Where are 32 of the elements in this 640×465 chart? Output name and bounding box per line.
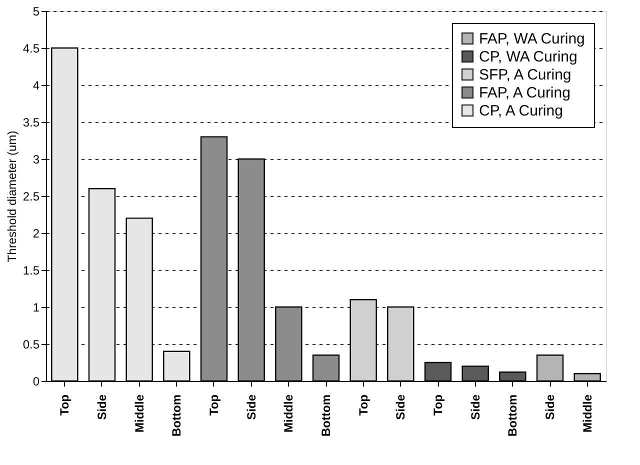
legend-label: CP, A Curing bbox=[479, 102, 563, 120]
x-tick-label: Side bbox=[95, 394, 109, 420]
x-tick-label: Top bbox=[431, 394, 445, 416]
y-tick-label: 0.5 bbox=[22, 338, 40, 352]
x-tick-label: Side bbox=[394, 394, 408, 420]
y-tick-label: 3.5 bbox=[22, 116, 40, 130]
y-tick-label: 3 bbox=[32, 152, 40, 166]
x-tick-label: Bottom bbox=[506, 394, 520, 436]
x-tick-label: Side bbox=[468, 394, 482, 420]
x-tick-label: Middle bbox=[282, 394, 296, 432]
legend-label: CP, WA Curing bbox=[479, 48, 578, 66]
x-tick-label: Middle bbox=[580, 394, 594, 432]
y-tick-label: 4 bbox=[32, 78, 40, 92]
y-tick-label: 1.5 bbox=[22, 264, 40, 278]
y-tick-label: 0 bbox=[32, 374, 40, 388]
x-tick-label: Top bbox=[207, 394, 221, 416]
x-tick-label: Bottom bbox=[170, 394, 184, 436]
x-tick-label: Top bbox=[356, 394, 370, 416]
y-tick-label: 5 bbox=[32, 4, 40, 18]
y-tick-label: 2.5 bbox=[22, 190, 40, 204]
y-tick-label: 1 bbox=[32, 300, 40, 314]
legend-label: SFP, A Curing bbox=[479, 66, 572, 84]
legend-label: FAP, WA Curing bbox=[479, 30, 585, 48]
x-tick-label: Side bbox=[244, 394, 258, 420]
y-tick-label: 4.5 bbox=[22, 42, 40, 56]
y-axis-title: Threshold diameter (um) bbox=[4, 130, 19, 262]
x-tick-label: Bottom bbox=[319, 394, 333, 436]
x-tick-label: Middle bbox=[132, 394, 146, 432]
x-tick-label: Top bbox=[58, 394, 72, 416]
x-tick-label: Side bbox=[543, 394, 557, 420]
legend-label: FAP, A Curing bbox=[479, 84, 570, 102]
y-tick-label: 2 bbox=[32, 226, 40, 240]
